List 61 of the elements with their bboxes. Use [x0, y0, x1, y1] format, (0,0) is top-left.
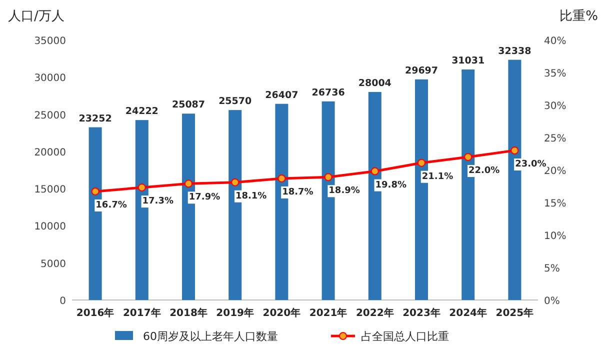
point [138, 184, 146, 192]
point [464, 153, 472, 161]
data-label: 29697 [404, 65, 438, 76]
x-tick-label: 2021年 [309, 307, 348, 319]
data-label: 17.9% [188, 192, 220, 203]
data-label: 24222 [125, 106, 158, 118]
data-label: 23252 [78, 113, 112, 124]
x-tick-label: 2022年 [356, 307, 394, 319]
point [91, 187, 100, 196]
data-label: 26736 [312, 87, 346, 98]
x-tick-label: 2019年 [216, 307, 254, 319]
y2-tick-label: 10% [544, 231, 566, 242]
data-label: 31031 [452, 55, 485, 66]
x-tick-label: 2016年 [76, 307, 114, 319]
y2-tick-label: 5% [544, 264, 560, 274]
point [418, 158, 426, 167]
y-tick-label: 25000 [34, 110, 66, 122]
y-tick-label: 30000 [34, 73, 66, 84]
data-label: 21.1% [422, 172, 454, 182]
data-label: 19.8% [375, 180, 407, 190]
x-tick-label: 2020年 [262, 307, 301, 319]
x-tick-label: 2017年 [122, 307, 161, 319]
y-tick-label: 10000 [34, 222, 66, 233]
legend-label: 60周岁及以上老年人口数量 [143, 330, 278, 343]
y2-tick-label: 35% [544, 68, 566, 80]
y-tick-label: 15000 [34, 184, 66, 196]
y2-tick-label: 0% [544, 296, 560, 307]
point [184, 180, 192, 188]
point [231, 178, 240, 186]
point [510, 146, 519, 154]
y2-tick-label: 40% [544, 36, 566, 47]
y2-tick-label: 15% [544, 198, 566, 210]
data-label: 25570 [218, 96, 252, 108]
data-label: 26407 [265, 90, 298, 101]
data-label: 25087 [172, 100, 206, 111]
y-tick-label: 20000 [34, 147, 66, 158]
y2-tick-label: 25% [544, 134, 566, 144]
data-label: 18.7% [282, 187, 314, 198]
y-tick-label: 5000 [40, 258, 66, 270]
x-tick-label: 2024年 [449, 307, 488, 319]
point [370, 167, 379, 176]
y2-axis-title: 比重% [560, 9, 598, 24]
x-tick-label: 2025年 [496, 307, 534, 319]
y-tick-label: 0 [60, 296, 66, 307]
data-label: 17.3% [142, 196, 174, 207]
y2-tick-label: 30% [544, 101, 566, 112]
data-label: 32338 [498, 46, 532, 57]
data-label: 18.1% [235, 191, 267, 202]
point [278, 174, 286, 182]
y-tick-label: 35000 [34, 36, 66, 47]
data-label: 16.7% [96, 200, 127, 210]
legend-label: 占全国总人口比重 [361, 330, 449, 343]
x-tick-label: 2023年 [402, 307, 440, 319]
data-label: 18.9% [328, 186, 360, 196]
y2-tick-label: 20% [544, 166, 566, 177]
data-label: 23.0% [515, 160, 546, 170]
point [324, 173, 332, 182]
x-tick-label: 2018年 [170, 307, 208, 319]
y-axis-title: 人口/万人 [8, 9, 64, 24]
data-label: 22.0% [468, 166, 500, 176]
data-label: 28004 [358, 78, 392, 89]
